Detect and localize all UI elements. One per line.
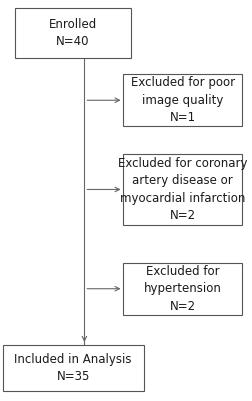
Text: Excluded for coronary
artery disease or
myocardial infarction
N=2: Excluded for coronary artery disease or … (118, 157, 247, 222)
FancyBboxPatch shape (123, 74, 242, 126)
Text: Excluded for poor
image quality
N=1: Excluded for poor image quality N=1 (131, 76, 235, 124)
FancyBboxPatch shape (123, 263, 242, 315)
Text: Included in Analysis
N=35: Included in Analysis N=35 (14, 352, 132, 383)
Text: Excluded for
hypertension
N=2: Excluded for hypertension N=2 (144, 265, 222, 313)
FancyBboxPatch shape (15, 8, 131, 58)
FancyBboxPatch shape (3, 345, 144, 391)
FancyBboxPatch shape (123, 154, 242, 225)
Text: Enrolled
N=40: Enrolled N=40 (49, 18, 97, 49)
